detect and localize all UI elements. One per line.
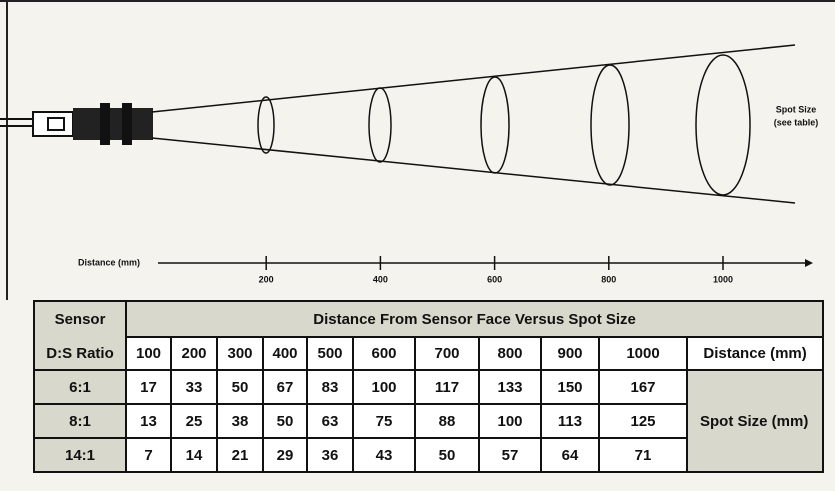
cell: 113 [541,404,599,438]
cell: 167 [599,370,687,404]
cell: 88 [415,404,479,438]
corner-header: Sensor [34,301,126,337]
cell: 150 [541,370,599,404]
cell: 36 [307,438,353,472]
cell: 38 [217,404,263,438]
top-border [0,0,835,2]
corner-header: D:S Ratio [34,337,126,370]
cell: 7 [126,438,171,472]
cell: 117 [415,370,479,404]
column-header: 100 [126,337,171,370]
cell: 25 [171,404,217,438]
cell: 14 [171,438,217,472]
axis-arrow [805,259,813,267]
cell: 133 [479,370,541,404]
span-header: Distance From Sensor Face Versus Spot Si… [126,301,823,337]
cell: 100 [353,370,415,404]
tick-label: 200 [259,274,274,284]
column-header: 900 [541,337,599,370]
sensor-thread [73,108,153,140]
unit-header: Distance (mm) [687,337,823,370]
cell: 100 [479,404,541,438]
column-header: 200 [171,337,217,370]
row-label: 6:1 [34,370,126,404]
column-header: 300 [217,337,263,370]
spot-label: (see table) [774,117,819,127]
sensor-body [33,112,73,136]
cell: 43 [353,438,415,472]
cell: 64 [541,438,599,472]
column-header: 600 [353,337,415,370]
beam-edge [152,45,795,112]
cell: 67 [263,370,307,404]
distance-label: Distance (mm) [78,257,140,267]
sensor-nut [122,103,132,145]
page: Spot Size (see table) Distance (mm) 200 4… [0,0,835,491]
cell: 75 [353,404,415,438]
column-header: 700 [415,337,479,370]
cell: 50 [415,438,479,472]
cell: 83 [307,370,353,404]
row-label: 8:1 [34,404,126,438]
spot [591,65,629,185]
spot [696,55,750,195]
sensor-nut [100,103,110,145]
cell: 71 [599,438,687,472]
column-header: 500 [307,337,353,370]
cell: 17 [126,370,171,404]
column-header: 800 [479,337,541,370]
cell: 50 [217,370,263,404]
spot [369,88,391,162]
left-border [6,2,8,300]
cell: 13 [126,404,171,438]
cell: 63 [307,404,353,438]
spot [258,97,274,153]
cell: 21 [217,438,263,472]
spot-label: Spot Size [776,104,817,114]
cell: 50 [263,404,307,438]
cell: 57 [479,438,541,472]
column-header: 400 [263,337,307,370]
cell: 29 [263,438,307,472]
cell: 33 [171,370,217,404]
beam-diagram: Spot Size (see table) Distance (mm) 200 4… [0,0,835,300]
beam-edge [152,138,795,203]
unit-label: Spot Size (mm) [687,370,823,472]
column-header: 1000 [599,337,687,370]
tick-label: 600 [487,274,502,284]
tick-label: 400 [373,274,388,284]
row-label: 14:1 [34,438,126,472]
tick-label: 1000 [713,274,733,284]
spot [481,77,509,173]
cell: 125 [599,404,687,438]
tick-label: 800 [601,274,616,284]
